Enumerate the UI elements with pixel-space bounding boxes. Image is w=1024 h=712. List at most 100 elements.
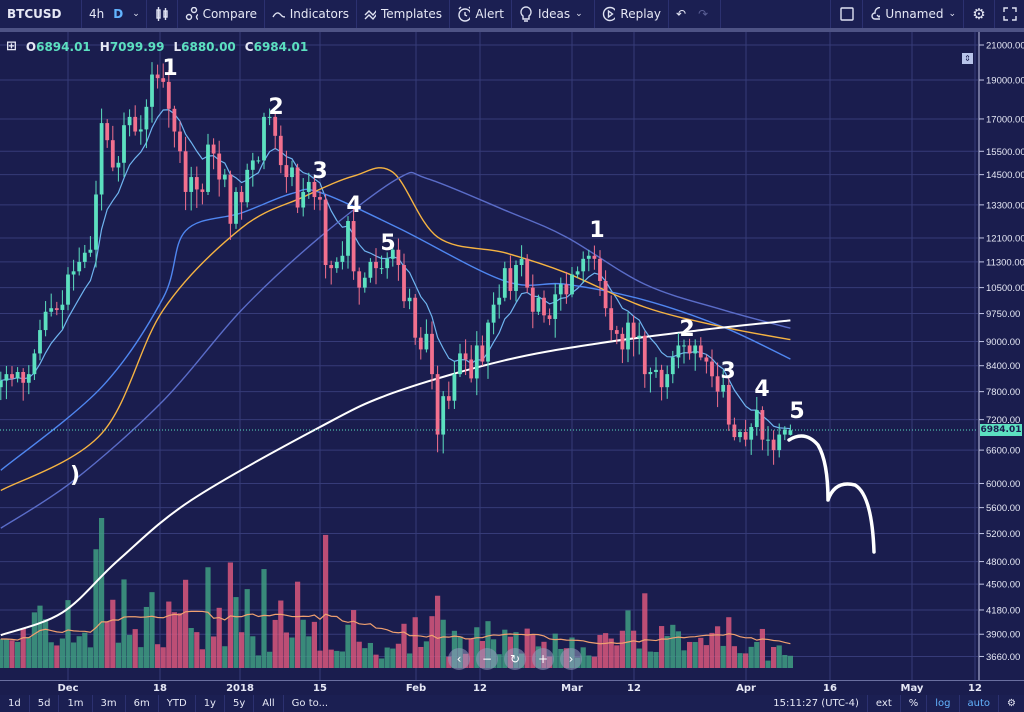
candle-body xyxy=(698,345,703,358)
settings-button[interactable]: ⚙ xyxy=(964,0,995,28)
candle-body xyxy=(441,396,446,435)
volume-bar xyxy=(300,619,306,668)
volume-bar xyxy=(317,650,323,668)
fullscreen-button[interactable] xyxy=(995,0,1024,28)
interval-d[interactable]: D xyxy=(113,7,124,21)
volume-bar xyxy=(356,641,362,668)
range-ytd[interactable]: YTD xyxy=(159,695,196,712)
volume-bar xyxy=(295,581,301,668)
volume-bar xyxy=(412,617,418,668)
chevron-down-icon[interactable]: ⌄ xyxy=(132,9,140,19)
candle-body xyxy=(228,174,233,224)
indicators-button[interactable]: Indicators xyxy=(265,0,357,28)
price-tick-label: 4180.00 xyxy=(986,605,1020,616)
candle-body xyxy=(318,197,322,200)
range-1m[interactable]: 1m xyxy=(59,695,93,712)
range-5d[interactable]: 5d xyxy=(30,695,60,712)
legend-toggle-icon[interactable]: ⊞ xyxy=(6,39,17,54)
auto-toggle[interactable]: auto xyxy=(960,695,1000,712)
ohlc-legend: ⊞ O6894.01 H7099.99 L6880.00 C6984.01 xyxy=(6,39,308,54)
compare-icon xyxy=(185,7,198,21)
candle-body xyxy=(575,271,580,275)
candle-body xyxy=(620,333,625,350)
candle-body xyxy=(138,129,143,132)
reset-button[interactable]: ↻ xyxy=(504,648,526,670)
ext-toggle[interactable]: ext xyxy=(868,695,901,712)
templates-label: Templates xyxy=(380,7,442,21)
chart-style-button[interactable] xyxy=(147,0,178,28)
chevron-down-icon[interactable]: ⌄ xyxy=(575,9,583,19)
undo-icon[interactable]: ↶ xyxy=(676,7,687,21)
legend-high: H7099.99 xyxy=(99,39,165,54)
candle-body xyxy=(110,140,115,168)
range-1d[interactable]: 1d xyxy=(0,695,30,712)
candle-body xyxy=(598,258,602,281)
scroll-right-button[interactable]: › xyxy=(560,648,582,670)
axis-settings-button[interactable]: ⚙ xyxy=(999,695,1024,712)
save-layout-button[interactable]: Unnamed ⌄ xyxy=(863,0,964,28)
percent-toggle[interactable]: % xyxy=(901,695,928,712)
scale-toggle-icon[interactable]: ⇕ xyxy=(962,53,973,64)
ideas-button[interactable]: Ideas ⌄ xyxy=(512,0,595,28)
zoom-in-button[interactable]: + xyxy=(532,648,554,670)
redo-icon[interactable]: ↷ xyxy=(698,7,709,21)
top-toolbar: BTCUSD 4h D ⌄ Compare Indicators Templat… xyxy=(0,0,1024,28)
interval-4h[interactable]: 4h xyxy=(89,7,105,21)
candle-body xyxy=(256,160,261,162)
volume-bar xyxy=(580,647,586,668)
templates-button[interactable]: Templates xyxy=(357,0,450,28)
range-5y[interactable]: 5y xyxy=(225,695,255,712)
volume-bar xyxy=(339,651,345,668)
candle-body xyxy=(614,330,619,334)
price-axis[interactable] xyxy=(978,32,1024,680)
candle-body xyxy=(26,374,31,383)
volume-bar xyxy=(787,655,793,668)
candle-body xyxy=(508,268,513,291)
range-6m[interactable]: 6m xyxy=(126,695,159,712)
scroll-left-button[interactable]: ‹ xyxy=(448,648,470,670)
ma-fast-line xyxy=(0,109,791,430)
time-axis[interactable]: Dec 18 2018 15 Feb 12 Mar 12 Apr 16 May 12 xyxy=(0,680,1024,695)
replay-button[interactable]: Replay xyxy=(595,0,669,28)
layout-button[interactable] xyxy=(831,0,863,28)
legend-open: O6894.01 xyxy=(25,39,91,54)
volume-bar xyxy=(115,642,121,668)
candle-body xyxy=(486,322,490,362)
time-axis-label: 18 xyxy=(153,683,167,694)
range-3m[interactable]: 3m xyxy=(93,695,126,712)
time-axis-label: Apr xyxy=(736,683,756,694)
alert-button[interactable]: Alert xyxy=(450,0,512,28)
volume-bar xyxy=(87,647,93,668)
volume-bar xyxy=(384,647,390,668)
candle-body xyxy=(340,255,345,262)
candle-body xyxy=(704,357,709,362)
candle-body xyxy=(446,396,451,401)
range-1y[interactable]: 1y xyxy=(196,695,225,712)
candle-body xyxy=(586,255,591,259)
candle-body xyxy=(682,345,686,347)
chevron-down-icon[interactable]: ⌄ xyxy=(948,9,956,19)
candle-body xyxy=(323,199,328,266)
candle-body xyxy=(430,333,434,375)
volume-bar xyxy=(737,653,743,668)
compare-button[interactable]: Compare xyxy=(178,0,265,28)
volume-bar xyxy=(659,626,665,668)
candle-body xyxy=(693,345,698,354)
volume-bar xyxy=(171,612,177,668)
price-tick-label: 5600.00 xyxy=(986,503,1020,514)
log-toggle[interactable]: log xyxy=(927,695,960,712)
volume-bar xyxy=(0,638,4,668)
interval-selector[interactable]: 4h D ⌄ xyxy=(82,0,147,28)
wave-label: 5 xyxy=(789,399,804,424)
price-tick-label: 15500.00 xyxy=(986,147,1024,158)
ma-100-line xyxy=(0,171,791,529)
goto-button[interactable]: Go to... xyxy=(291,698,329,709)
candle-body xyxy=(273,116,278,136)
price-tick-label: 9750.00 xyxy=(986,309,1020,320)
symbol-search[interactable]: BTCUSD xyxy=(0,0,82,28)
range-all[interactable]: All xyxy=(254,695,284,712)
zoom-out-button[interactable]: − xyxy=(476,648,498,670)
candle-body xyxy=(766,439,770,441)
